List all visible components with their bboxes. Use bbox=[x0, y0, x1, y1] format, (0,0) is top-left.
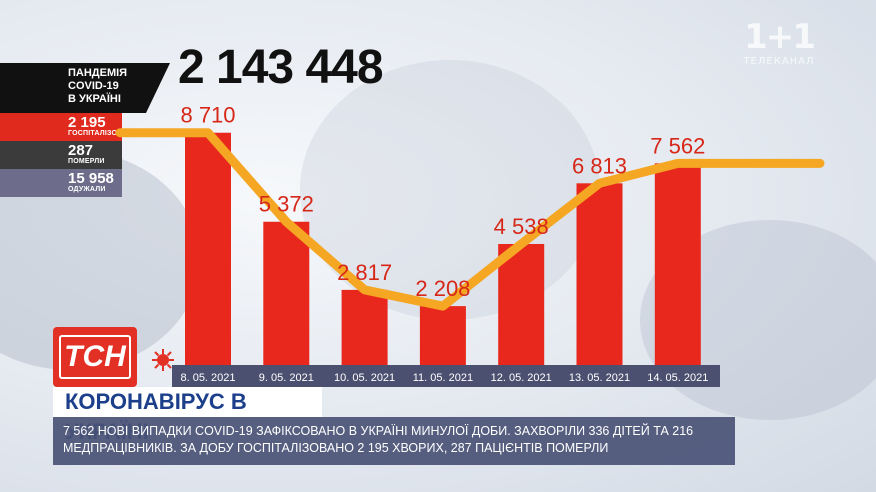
bar bbox=[576, 183, 623, 365]
bar-value-label: 6 813 bbox=[572, 153, 627, 178]
bar-value-label: 2 208 bbox=[415, 276, 470, 301]
logo-main-text: 1+1 bbox=[744, 17, 816, 57]
panel-title-line: COVID-19 bbox=[68, 80, 119, 92]
date-tick-label: 14. 05. 2021 bbox=[647, 372, 708, 384]
recovered-stat: 15 958 ОДУЖАЛИ bbox=[0, 169, 122, 197]
stats-panel: ПАНДЕМІЯ COVID-19 В УКРАЇНІ 2 195 ГОСПІТ… bbox=[0, 63, 170, 197]
deaths-stat: 287 ПОМЕРЛИ bbox=[0, 141, 122, 169]
bar bbox=[263, 221, 310, 365]
news-ticker: 7 562 НОВІ ВИПАДКИ COVID-19 ЗАФІКСОВАНО … bbox=[53, 417, 735, 465]
deaths-value: 287 bbox=[68, 142, 94, 159]
bar-value-label: 5 372 bbox=[259, 192, 314, 217]
headline: КОРОНАВІРУС В УКРАЇНІ bbox=[53, 387, 322, 444]
channel-logo: 1+1 ТЕЛЕКАНАЛ bbox=[734, 20, 824, 67]
total-cases: 2 143 448 bbox=[178, 41, 384, 94]
recovered-value: 15 958 bbox=[68, 170, 114, 187]
bar-value-label: 2 817 bbox=[337, 260, 392, 285]
bar bbox=[341, 289, 388, 365]
tsn-logo-text: ТСН bbox=[59, 335, 131, 379]
bar bbox=[185, 132, 231, 365]
date-tick-label: 10. 05. 2021 bbox=[334, 372, 395, 384]
recovered-label: ОДУЖАЛИ bbox=[68, 186, 106, 193]
tsn-logo: ТСН bbox=[53, 327, 137, 387]
bar-value-label: 7 562 bbox=[650, 133, 705, 158]
hospitalized-label: ГОСПІТАЛІЗОВАНО bbox=[68, 130, 139, 137]
virus-icon bbox=[152, 349, 174, 371]
date-tick-label: 8. 05. 2021 bbox=[180, 372, 235, 384]
date-tick-label: 9. 05. 2021 bbox=[259, 372, 314, 384]
deaths-label: ПОМЕРЛИ bbox=[68, 158, 105, 165]
bar-value-label: 4 538 bbox=[494, 214, 549, 239]
date-tick-label: 13. 05. 2021 bbox=[569, 372, 630, 384]
trend-line bbox=[115, 128, 825, 311]
panel-title: ПАНДЕМІЯ COVID-19 В УКРАЇНІ bbox=[0, 63, 170, 113]
bar-value-label: 8 710 bbox=[180, 103, 235, 128]
logo-sub-text: ТЕЛЕКАНАЛ bbox=[743, 56, 815, 67]
panel-title-line: В УКРАЇНІ bbox=[68, 93, 121, 105]
hospitalized-value: 2 195 bbox=[68, 114, 106, 131]
bar bbox=[419, 306, 466, 365]
panel-title-line: ПАНДЕМІЯ bbox=[68, 67, 128, 79]
bar bbox=[498, 243, 545, 365]
bar bbox=[654, 163, 701, 365]
date-tick-label: 11. 05. 2021 bbox=[413, 372, 473, 384]
date-strip bbox=[172, 365, 720, 387]
hospitalized-stat: 2 195 ГОСПІТАЛІЗОВАНО bbox=[0, 113, 139, 141]
date-tick-label: 12. 05. 2021 bbox=[491, 372, 552, 384]
